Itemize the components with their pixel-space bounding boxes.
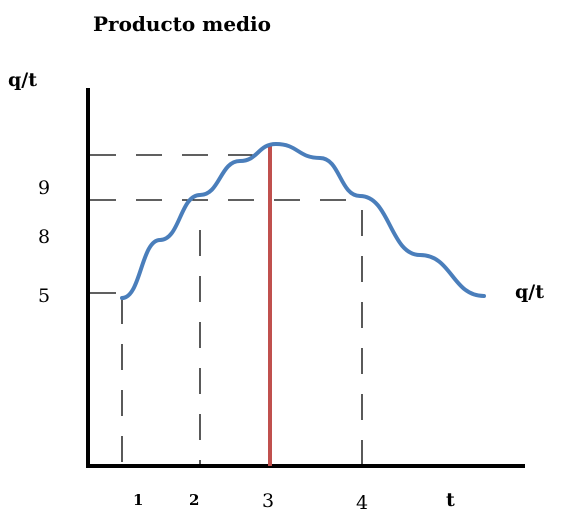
- x-tick-label: 1: [133, 491, 143, 509]
- y-tick-label: 5: [38, 285, 50, 307]
- chart-title: Producto medio: [93, 12, 271, 36]
- x-axis-label: t: [446, 489, 455, 511]
- guide-lines: [90, 154, 363, 466]
- x-tick-label: 4: [356, 492, 368, 514]
- y-axis-label: q/t: [8, 69, 37, 91]
- y-tick-label: 8: [38, 226, 50, 248]
- y-tick-label: 9: [38, 177, 50, 199]
- x-tick-label: 3: [262, 490, 274, 512]
- average-product-curve: [120, 141, 486, 300]
- x-tick-label: 2: [189, 491, 199, 509]
- curve-label: q/t: [515, 281, 544, 303]
